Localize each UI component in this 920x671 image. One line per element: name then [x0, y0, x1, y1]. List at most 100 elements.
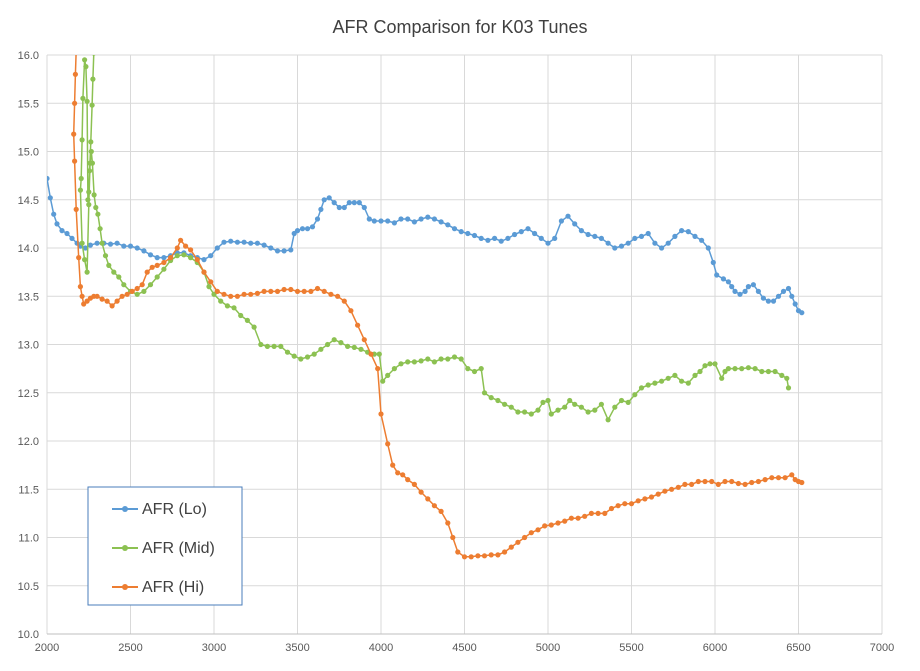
- y-tick-label: 13.0: [18, 340, 39, 352]
- chart-title: AFR Comparison for K03 Tunes: [332, 17, 587, 37]
- data-point: [77, 284, 83, 290]
- data-point: [722, 478, 728, 485]
- data-point: [346, 200, 352, 206]
- data-point: [288, 286, 294, 293]
- data-point: [104, 298, 110, 304]
- data-point: [92, 55, 96, 56]
- data-point: [471, 368, 478, 375]
- data-point: [522, 534, 528, 541]
- data-point: [598, 235, 605, 241]
- data-point: [178, 237, 184, 243]
- data-point: [84, 98, 90, 104]
- data-point: [361, 204, 367, 211]
- data-point: [707, 361, 713, 367]
- data-point: [348, 308, 354, 314]
- data-point: [99, 240, 105, 246]
- data-point: [638, 385, 645, 391]
- data-point: [465, 366, 471, 372]
- data-point: [238, 312, 244, 319]
- data-point: [90, 76, 96, 82]
- data-point: [562, 404, 568, 410]
- data-point: [124, 291, 130, 297]
- data-point: [94, 240, 100, 246]
- data-point: [97, 226, 103, 232]
- data-point: [294, 228, 301, 234]
- data-point: [308, 288, 314, 294]
- data-point: [71, 131, 77, 137]
- data-point: [314, 285, 321, 292]
- data-point: [702, 363, 708, 369]
- data-point: [602, 510, 608, 516]
- data-point: [411, 219, 417, 225]
- data-point: [318, 206, 324, 212]
- data-point: [111, 269, 117, 275]
- data-point: [59, 228, 65, 234]
- data-point: [445, 356, 451, 362]
- data-point: [107, 241, 114, 247]
- data-point: [662, 488, 668, 494]
- data-point: [231, 305, 237, 311]
- data-point: [438, 508, 444, 514]
- data-point: [88, 139, 94, 145]
- data-point: [395, 470, 401, 476]
- data-point: [618, 397, 625, 404]
- data-point: [622, 501, 628, 507]
- data-point: [478, 235, 484, 241]
- data-point: [712, 361, 718, 367]
- data-point: [789, 472, 795, 478]
- data-point: [699, 237, 705, 243]
- y-tick-label: 11.5: [18, 484, 39, 496]
- data-point: [642, 496, 648, 502]
- data-point: [672, 233, 678, 239]
- data-point: [47, 175, 50, 182]
- data-point: [615, 503, 621, 509]
- data-point: [47, 195, 53, 201]
- data-point: [515, 409, 521, 415]
- data-point: [772, 368, 778, 375]
- data-point: [540, 399, 546, 405]
- data-point: [770, 298, 777, 304]
- data-point: [545, 397, 551, 404]
- x-tick-label: 6000: [703, 642, 727, 654]
- data-point: [311, 351, 317, 357]
- data-point: [147, 252, 154, 258]
- data-point: [398, 361, 404, 367]
- data-point: [149, 264, 155, 270]
- data-point: [425, 496, 431, 502]
- data-point: [119, 293, 125, 299]
- y-tick-label: 13.5: [18, 291, 39, 303]
- data-point: [775, 475, 782, 481]
- data-point: [418, 489, 424, 495]
- data-point: [669, 486, 675, 492]
- data-point: [304, 226, 311, 232]
- data-point: [234, 239, 240, 245]
- data-point: [248, 291, 254, 297]
- series-layer: [47, 55, 805, 560]
- data-point: [206, 284, 212, 290]
- data-point: [144, 269, 150, 275]
- data-point: [592, 407, 598, 413]
- data-point: [799, 479, 805, 486]
- data-point: [86, 202, 92, 208]
- data-point: [188, 255, 194, 261]
- data-point: [618, 243, 625, 249]
- data-point: [732, 288, 738, 294]
- data-point: [274, 288, 281, 294]
- data-point: [635, 498, 641, 504]
- data-point: [515, 539, 521, 545]
- data-point: [141, 288, 147, 294]
- data-point: [588, 510, 595, 516]
- data-point: [254, 240, 260, 246]
- data-point: [228, 238, 234, 244]
- data-point: [76, 255, 82, 261]
- data-point: [612, 404, 618, 410]
- data-point: [450, 534, 456, 541]
- data-point: [752, 366, 758, 372]
- data-point: [645, 230, 651, 237]
- data-point: [715, 481, 721, 487]
- data-point: [789, 293, 795, 299]
- data-point: [83, 64, 89, 70]
- data-point: [258, 341, 264, 348]
- data-point: [598, 401, 605, 407]
- data-point: [632, 235, 638, 241]
